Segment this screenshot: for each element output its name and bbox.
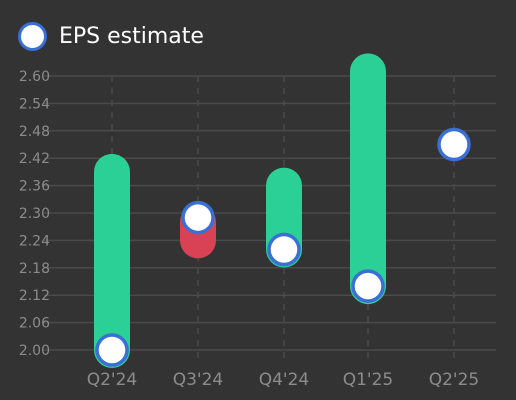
estimate-marker: [351, 269, 385, 303]
estimate-marker: [95, 333, 129, 367]
y-tick-label: 2.48: [19, 124, 50, 140]
estimate-marker: [267, 232, 301, 267]
y-tick-label: 2.24: [19, 233, 50, 249]
legend-marker-icon: [18, 21, 47, 51]
x-tick-label: Q3'24: [173, 370, 224, 390]
marker-layer: [95, 127, 471, 367]
estimate-marker: [181, 200, 215, 235]
range-bar: [94, 153, 130, 368]
range-bar: [350, 53, 386, 305]
x-tick-label: Q4'24: [259, 370, 310, 390]
y-tick-label: 2.42: [19, 151, 50, 167]
legend: EPS estimate: [18, 18, 204, 54]
y-tick-label: 2.12: [19, 288, 50, 304]
y-tick-label: 2.18: [19, 261, 50, 277]
legend-label: EPS estimate: [59, 23, 204, 49]
y-tick-label: 2.54: [19, 96, 50, 112]
y-tick-label: 2.30: [19, 206, 50, 222]
y-tick-label: 2.00: [19, 343, 50, 359]
x-tick-label: Q1'25: [343, 370, 394, 390]
bar-layer: [94, 53, 386, 368]
axis-layer: 2.00 2.06 2.12 2.18 2.24 2.30 2.36 2.42 2.48 2.54…: [19, 69, 479, 390]
estimate-marker: [437, 127, 471, 162]
y-tick-label: 2.36: [19, 179, 50, 195]
x-tick-label: Q2'25: [429, 370, 480, 390]
y-tick-label: 2.06: [19, 316, 50, 332]
y-tick-label: 2.60: [19, 69, 50, 85]
x-tick-label: Q2'24: [87, 370, 138, 390]
